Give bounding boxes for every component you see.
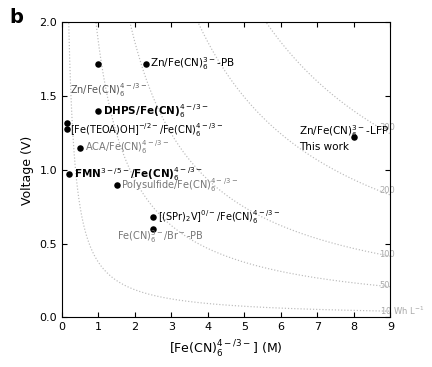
Point xyxy=(150,214,157,220)
Text: 10 Wh L$^{-1}$: 10 Wh L$^{-1}$ xyxy=(380,305,424,317)
Text: 50: 50 xyxy=(380,281,390,290)
Text: ACA/Fe(CN)$_6^{4-/3-}$: ACA/Fe(CN)$_6^{4-/3-}$ xyxy=(85,139,169,156)
Text: Zn/Fe(CN)$_6^{3-}$-PB: Zn/Fe(CN)$_6^{3-}$-PB xyxy=(150,55,235,72)
Point xyxy=(95,61,102,67)
X-axis label: [Fe(CN)$_6^{4-/3-}$] (M): [Fe(CN)$_6^{4-/3-}$] (M) xyxy=(169,338,283,359)
Text: b: b xyxy=(10,8,23,27)
Text: FMN$^{3-/5-}$/Fe(CN)$_6^{4-/3-}$: FMN$^{3-/5-}$/Fe(CN)$_6^{4-/3-}$ xyxy=(73,166,203,183)
Text: 200: 200 xyxy=(380,186,395,195)
Text: Zn/Fe(CN)$_6^{4-/3-}$: Zn/Fe(CN)$_6^{4-/3-}$ xyxy=(70,81,147,99)
Point xyxy=(95,108,102,114)
Text: Zn/Fe(CN)$_6^{3-}$-LFP
This work: Zn/Fe(CN)$_6^{3-}$-LFP This work xyxy=(299,123,389,152)
Text: 100: 100 xyxy=(380,250,395,259)
Text: [Fe(TEOA)OH]$^{-/2-}$/Fe(CN)$_6^{4-/3-}$: [Fe(TEOA)OH]$^{-/2-}$/Fe(CN)$_6^{4-/3-}$ xyxy=(70,121,223,139)
Text: 300: 300 xyxy=(380,123,395,132)
Point xyxy=(77,145,84,151)
Point xyxy=(350,135,357,141)
Point xyxy=(64,120,71,126)
Y-axis label: Voltage (V): Voltage (V) xyxy=(21,135,34,204)
Point xyxy=(143,61,149,67)
Point xyxy=(150,226,157,232)
Text: [(SPr)$_2$V]$^{0/-}$/Fe(CN)$_6^{4-/3-}$: [(SPr)$_2$V]$^{0/-}$/Fe(CN)$_6^{4-/3-}$ xyxy=(158,208,280,226)
Point xyxy=(66,171,73,177)
Point xyxy=(64,126,71,131)
Text: Fe(CN)$_6^{3-}$/Br$^-$-PB: Fe(CN)$_6^{3-}$/Br$^-$-PB xyxy=(117,229,203,246)
Text: DHPS/Fe(CN)$_6^{4-/3-}$: DHPS/Fe(CN)$_6^{4-/3-}$ xyxy=(103,102,208,120)
Point xyxy=(113,182,120,188)
Text: Polysulfide/Fe(CN)$_6^{4-/3-}$: Polysulfide/Fe(CN)$_6^{4-/3-}$ xyxy=(121,177,238,194)
